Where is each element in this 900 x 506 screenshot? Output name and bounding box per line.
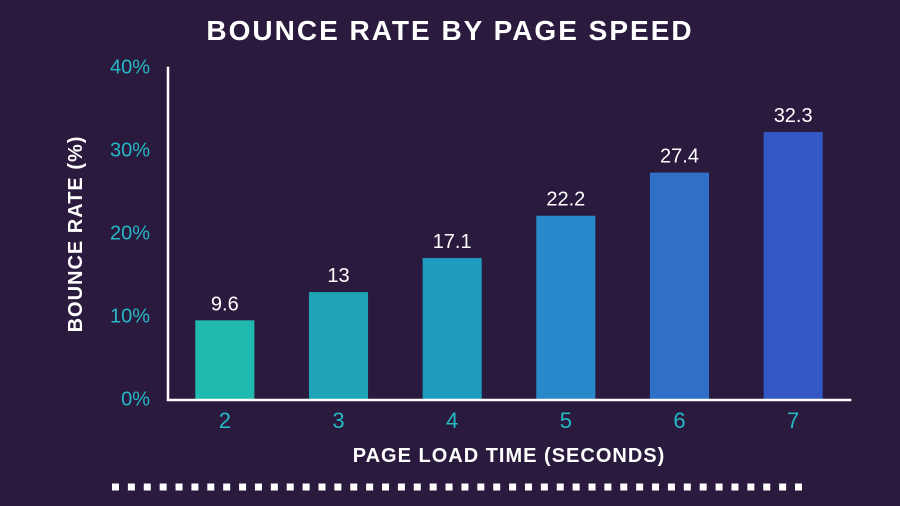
y-axis-label: BOUNCE RATE (%) bbox=[65, 136, 87, 333]
x-tick-label: 4 bbox=[446, 408, 458, 433]
bar bbox=[309, 292, 368, 400]
bar-value-label: 27.4 bbox=[660, 146, 699, 168]
bar-value-label: 17.1 bbox=[433, 231, 472, 253]
bar bbox=[650, 173, 709, 400]
y-tick-label: 20% bbox=[110, 222, 150, 244]
x-tick-label: 6 bbox=[673, 408, 685, 433]
chart-title: BOUNCE RATE BY PAGE SPEED bbox=[206, 15, 693, 46]
bar-value-label: 9.6 bbox=[211, 293, 239, 315]
y-tick-label: 30% bbox=[110, 139, 150, 161]
y-tick-label: 0% bbox=[121, 388, 150, 410]
y-tick-label: 10% bbox=[110, 305, 150, 327]
bar-value-label: 32.3 bbox=[774, 105, 813, 127]
chart-container: 0% 10% 20% 30% 40% 9.6 2 13 3 17.1 4 22.2 5 27.4 6 32.3… bbox=[0, 0, 900, 506]
bar bbox=[764, 132, 823, 400]
x-tick-label: 7 bbox=[787, 408, 799, 433]
bar-value-label: 13 bbox=[327, 265, 349, 287]
bar bbox=[195, 320, 254, 400]
bar-value-label: 22.2 bbox=[546, 189, 585, 211]
x-axis-label: PAGE LOAD TIME (SECONDS) bbox=[353, 445, 666, 467]
y-tick-label: 40% bbox=[110, 56, 150, 78]
bar bbox=[536, 216, 595, 400]
x-tick-label: 3 bbox=[332, 408, 344, 433]
bar bbox=[423, 258, 482, 400]
x-tick-label: 5 bbox=[560, 408, 572, 433]
x-tick-label: 2 bbox=[219, 408, 231, 433]
bounce-rate-chart: 0% 10% 20% 30% 40% 9.6 2 13 3 17.1 4 22.2 5 27.4 6 32.3… bbox=[0, 0, 900, 506]
